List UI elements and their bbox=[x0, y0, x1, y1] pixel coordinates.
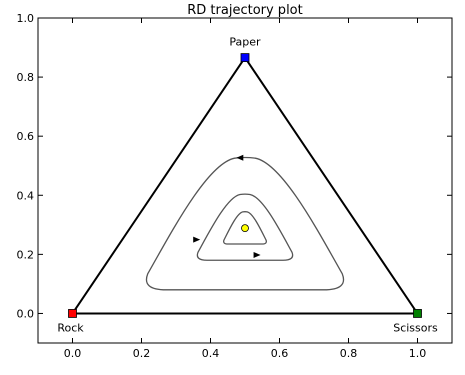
simplex-vertices: Rock Paper Scissors bbox=[57, 36, 438, 335]
y-tick-label: 0.6 bbox=[17, 130, 35, 143]
orbit-arrow-2 bbox=[193, 236, 201, 243]
vertex-label-scissors: Scissors bbox=[393, 321, 438, 334]
trajectory-orbits bbox=[145, 154, 345, 291]
y-tick-label: 1.0 bbox=[17, 12, 35, 25]
axes-frame bbox=[37, 17, 453, 344]
x-axis-ticks: 0.0 0.2 0.4 0.6 0.8 1.0 bbox=[64, 18, 427, 360]
vertex-marker-rock bbox=[68, 309, 77, 318]
orbit-outer bbox=[145, 156, 345, 291]
vertex-label-rock: Rock bbox=[57, 321, 84, 334]
x-tick-label: 0.8 bbox=[340, 347, 358, 360]
simplex-triangle bbox=[70, 55, 420, 315]
y-tick-label: 0.0 bbox=[17, 307, 35, 320]
equilibrium-point bbox=[241, 224, 249, 233]
x-tick-label: 1.0 bbox=[409, 347, 427, 360]
x-tick-label: 0.0 bbox=[64, 347, 82, 360]
simplex-edges bbox=[70, 55, 420, 315]
vertex-label-paper: Paper bbox=[229, 36, 261, 49]
y-tick-label: 0.2 bbox=[17, 248, 35, 261]
orbit-arrow-1 bbox=[236, 154, 244, 161]
y-tick-label: 0.4 bbox=[17, 189, 35, 202]
x-tick-label: 0.2 bbox=[133, 347, 151, 360]
vertex-marker-paper bbox=[240, 53, 250, 62]
chart-title: RD trajectory plot bbox=[187, 3, 302, 18]
y-axis-ticks: 0.0 0.2 0.4 0.6 0.8 1.0 bbox=[17, 12, 452, 320]
orbit-inner bbox=[223, 211, 267, 245]
x-tick-label: 0.4 bbox=[202, 347, 220, 360]
vertex-marker-scissors bbox=[413, 309, 422, 318]
equilibrium-layer bbox=[241, 224, 249, 233]
x-tick-label: 0.6 bbox=[271, 347, 289, 360]
orbit-arrow-3 bbox=[253, 251, 261, 258]
y-tick-label: 0.8 bbox=[17, 71, 35, 84]
orbit-middle bbox=[196, 193, 294, 261]
